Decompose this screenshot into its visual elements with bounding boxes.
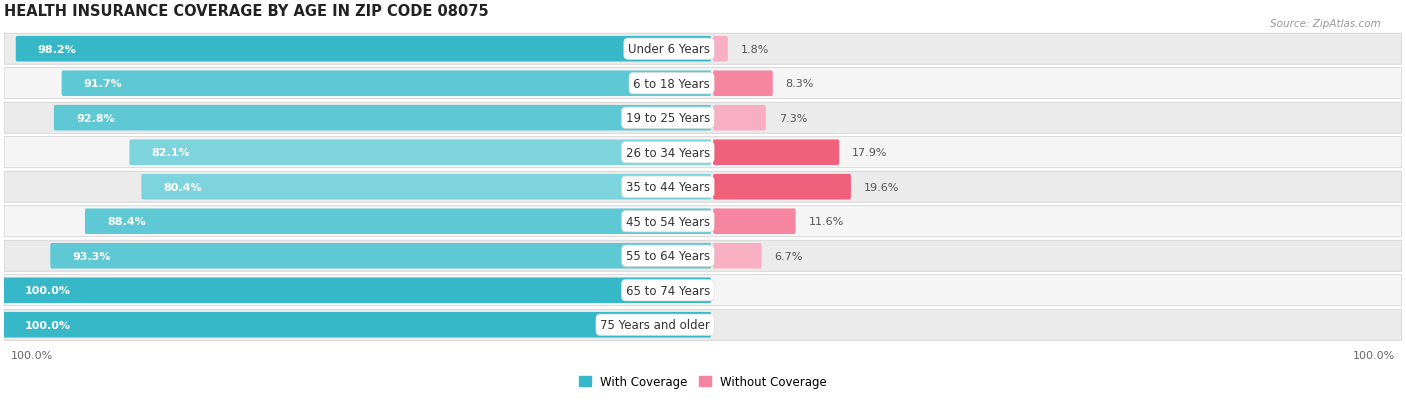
Text: 6 to 18 Years: 6 to 18 Years (633, 78, 710, 90)
Text: 92.8%: 92.8% (76, 114, 115, 123)
FancyBboxPatch shape (4, 309, 1402, 340)
Text: 26 to 34 Years: 26 to 34 Years (626, 146, 710, 159)
FancyBboxPatch shape (4, 206, 1402, 237)
Text: 93.3%: 93.3% (73, 251, 111, 261)
Text: 98.2%: 98.2% (38, 45, 76, 55)
FancyBboxPatch shape (4, 69, 1402, 100)
Text: Source: ZipAtlas.com: Source: ZipAtlas.com (1270, 19, 1381, 28)
FancyBboxPatch shape (713, 140, 839, 166)
Text: 7.3%: 7.3% (779, 114, 807, 123)
Text: 11.6%: 11.6% (808, 217, 844, 227)
FancyBboxPatch shape (51, 243, 711, 269)
Text: 19.6%: 19.6% (863, 182, 898, 192)
FancyBboxPatch shape (713, 175, 851, 200)
Text: HEALTH INSURANCE COVERAGE BY AGE IN ZIP CODE 08075: HEALTH INSURANCE COVERAGE BY AGE IN ZIP … (4, 4, 489, 19)
FancyBboxPatch shape (4, 34, 1402, 65)
Text: 100.0%: 100.0% (11, 350, 53, 360)
Text: Under 6 Years: Under 6 Years (628, 43, 710, 56)
FancyBboxPatch shape (713, 209, 796, 235)
FancyBboxPatch shape (84, 209, 711, 235)
Text: 45 to 54 Years: 45 to 54 Years (626, 215, 710, 228)
Text: 8.3%: 8.3% (786, 79, 814, 89)
FancyBboxPatch shape (53, 106, 711, 131)
FancyBboxPatch shape (713, 71, 773, 97)
FancyBboxPatch shape (142, 175, 711, 200)
FancyBboxPatch shape (4, 275, 1402, 306)
FancyBboxPatch shape (15, 37, 711, 62)
FancyBboxPatch shape (4, 172, 1402, 203)
Text: 100.0%: 100.0% (25, 285, 72, 296)
Text: 82.1%: 82.1% (152, 148, 190, 158)
Text: 91.7%: 91.7% (84, 79, 122, 89)
FancyBboxPatch shape (62, 71, 711, 97)
FancyBboxPatch shape (4, 138, 1402, 169)
Text: 19 to 25 Years: 19 to 25 Years (626, 112, 710, 125)
Text: 17.9%: 17.9% (852, 148, 887, 158)
FancyBboxPatch shape (3, 312, 711, 338)
Text: 6.7%: 6.7% (775, 251, 803, 261)
Text: 100.0%: 100.0% (25, 320, 72, 330)
Text: 1.8%: 1.8% (741, 45, 769, 55)
FancyBboxPatch shape (4, 103, 1402, 134)
Text: 100.0%: 100.0% (1353, 350, 1395, 360)
Text: 80.4%: 80.4% (163, 182, 202, 192)
FancyBboxPatch shape (129, 140, 711, 166)
Text: 35 to 44 Years: 35 to 44 Years (626, 181, 710, 194)
FancyBboxPatch shape (713, 243, 762, 269)
Text: 75 Years and older: 75 Years and older (600, 318, 710, 332)
FancyBboxPatch shape (713, 106, 766, 131)
FancyBboxPatch shape (3, 278, 711, 303)
FancyBboxPatch shape (4, 241, 1402, 272)
Text: 88.4%: 88.4% (107, 217, 146, 227)
Text: 55 to 64 Years: 55 to 64 Years (626, 249, 710, 263)
FancyBboxPatch shape (713, 37, 728, 62)
Text: 65 to 74 Years: 65 to 74 Years (626, 284, 710, 297)
Legend: With Coverage, Without Coverage: With Coverage, Without Coverage (574, 370, 832, 393)
